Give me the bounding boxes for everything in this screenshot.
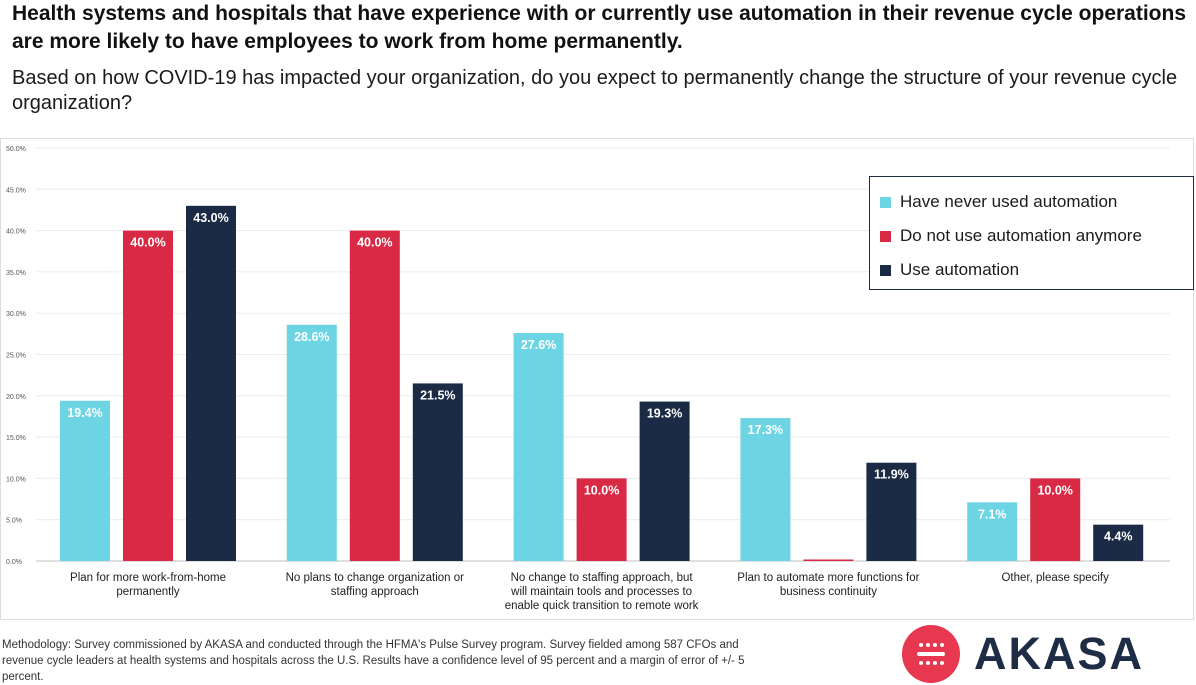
- bar: [349, 230, 400, 561]
- bar: [967, 502, 1018, 561]
- category-label: No change to staffing approach, but: [511, 572, 694, 584]
- survey-question: Based on how COVID-19 has impacted your …: [12, 67, 1178, 114]
- y-tick-label: 20.0%: [6, 394, 26, 401]
- category-label: will maintain tools and processes to: [510, 586, 692, 598]
- y-tick-label: 0.0%: [6, 559, 22, 566]
- bar: [1030, 478, 1081, 561]
- data-label: 4.4%: [1104, 530, 1133, 544]
- category-label: enable quick transition to remote work: [505, 600, 699, 612]
- bar: [576, 478, 627, 561]
- bar: [740, 418, 791, 561]
- legend-label: Do not use automation anymore: [900, 226, 1142, 245]
- bar: [1093, 524, 1144, 561]
- data-label: 27.6%: [521, 338, 556, 352]
- data-label: 17.3%: [748, 423, 783, 437]
- data-label: 43.0%: [193, 211, 228, 225]
- data-label: 21.5%: [420, 388, 455, 402]
- akasa-logo-icon: [902, 625, 960, 683]
- category-label: No plans to change organization or: [286, 572, 465, 584]
- y-tick-label: 25.0%: [6, 353, 26, 360]
- bar: [412, 383, 463, 561]
- y-tick-label: 30.0%: [6, 311, 26, 318]
- y-tick-label: 15.0%: [6, 435, 26, 442]
- legend-label: Have never used automation: [900, 192, 1118, 211]
- y-tick-label: 40.0%: [6, 229, 26, 236]
- methodology-note: Methodology: Survey commissioned by AKAS…: [2, 639, 745, 683]
- data-label: 10.0%: [584, 483, 619, 497]
- y-tick-label: 10.0%: [6, 476, 26, 483]
- data-label: 11.9%: [874, 468, 909, 482]
- data-label: 19.4%: [67, 406, 102, 420]
- bar: [186, 205, 236, 561]
- y-tick-label: 35.0%: [6, 270, 26, 277]
- category-label: Other, please specify: [1001, 572, 1109, 584]
- category-label: permanently: [116, 586, 180, 598]
- legend-item-not-anymore: Do not use automation anymore: [880, 219, 1183, 253]
- legend-item-never-used: Have never used automation: [880, 185, 1183, 219]
- data-label: 10.0%: [1037, 483, 1072, 497]
- bar: [60, 400, 110, 561]
- akasa-logo[interactable]: AKASA: [902, 625, 1194, 683]
- legend-swatch-cyan: [880, 196, 891, 208]
- category-label: Plan for more work-from-home: [70, 572, 226, 584]
- legend-label: Use automation: [900, 260, 1020, 279]
- bar: [866, 462, 917, 561]
- legend-item-use-automation: Use automation: [880, 253, 1183, 287]
- data-label: 7.1%: [978, 507, 1007, 521]
- category-label: business continuity: [780, 586, 877, 598]
- legend-swatch-navy: [880, 264, 891, 276]
- chart-frame: [0, 138, 1194, 620]
- logo-wordmark: AKASA: [974, 628, 1145, 679]
- bar-chart: 0.0% 5.0% 10.0% 15.0% 20.0% 25.0% 30.0% 35.0% 40…: [6, 146, 1170, 612]
- data-label: 28.6%: [294, 330, 329, 344]
- data-label: 40.0%: [357, 236, 392, 250]
- bar: [123, 230, 173, 561]
- y-tick-label: 50.0%: [6, 146, 26, 153]
- headline: Health systems and hospitals that have e…: [12, 2, 1187, 53]
- category-label: staffing approach: [331, 586, 419, 598]
- bar: [513, 333, 564, 561]
- chart-legend: Have never used automation Do not use au…: [869, 176, 1194, 290]
- legend-swatch-red: [880, 230, 891, 242]
- y-tick-label: 45.0%: [6, 187, 26, 194]
- bar: [803, 559, 854, 561]
- bar: [639, 401, 690, 561]
- category-label: Plan to automate more functions for: [737, 572, 919, 584]
- data-label: 19.3%: [647, 407, 682, 421]
- data-label: 40.0%: [130, 236, 165, 250]
- bar: [286, 324, 337, 561]
- y-tick-label: 5.0%: [6, 518, 22, 525]
